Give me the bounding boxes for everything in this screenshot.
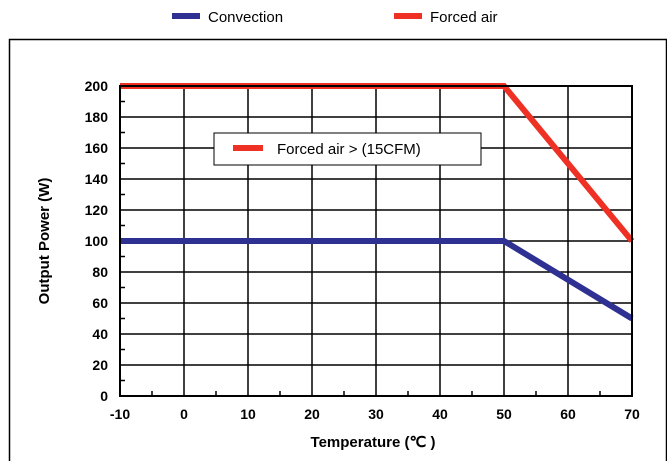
x-tick-label: 10: [240, 406, 256, 422]
x-tick-label: -10: [110, 406, 130, 422]
y-tick-label: 100: [85, 233, 109, 249]
legend-swatch-forced-air: [394, 13, 422, 19]
x-tick-label: 60: [560, 406, 576, 422]
legend-swatch-convection: [172, 13, 200, 19]
annotation-text: Forced air > (15CFM): [277, 141, 421, 158]
y-tick-labels: 0 20 40 60 80 100 120 140 160 180 200: [85, 78, 109, 404]
plot-area-border: [119, 85, 633, 397]
y-tick-label: 180: [85, 109, 109, 125]
y-tick-label: 60: [92, 295, 108, 311]
x-axis-label: Temperature (℃ ): [311, 434, 436, 451]
y-tick-label: 40: [92, 326, 108, 342]
legend-label-forced-air: Forced air: [430, 9, 498, 26]
x-tick-label: 0: [180, 406, 188, 422]
y-tick-label: 200: [85, 78, 109, 94]
x-tick-label: 50: [496, 406, 512, 422]
y-tick-label: 80: [92, 264, 108, 280]
y-tick-label: 20: [92, 357, 108, 373]
y-axis-label: Output Power (W): [36, 178, 53, 305]
y-tick-label: 0: [100, 388, 108, 404]
x-tick-label: 30: [368, 406, 384, 422]
x-tick-label: 20: [304, 406, 320, 422]
y-tick-label: 140: [85, 171, 109, 187]
legend-label-convection: Convection: [208, 9, 283, 26]
forced-air-annotation: Forced air > (15CFM): [213, 132, 482, 166]
top-legend: Convection Forced air: [172, 9, 498, 26]
x-tick-label: 70: [624, 406, 640, 422]
y-tick-label: 160: [85, 140, 109, 156]
annotation-swatch: [233, 145, 263, 151]
y-tick-label: 120: [85, 202, 109, 218]
x-tick-labels: -10 0 10 20 30 40 50 60 70: [110, 406, 640, 422]
x-tick-label: 40: [432, 406, 448, 422]
